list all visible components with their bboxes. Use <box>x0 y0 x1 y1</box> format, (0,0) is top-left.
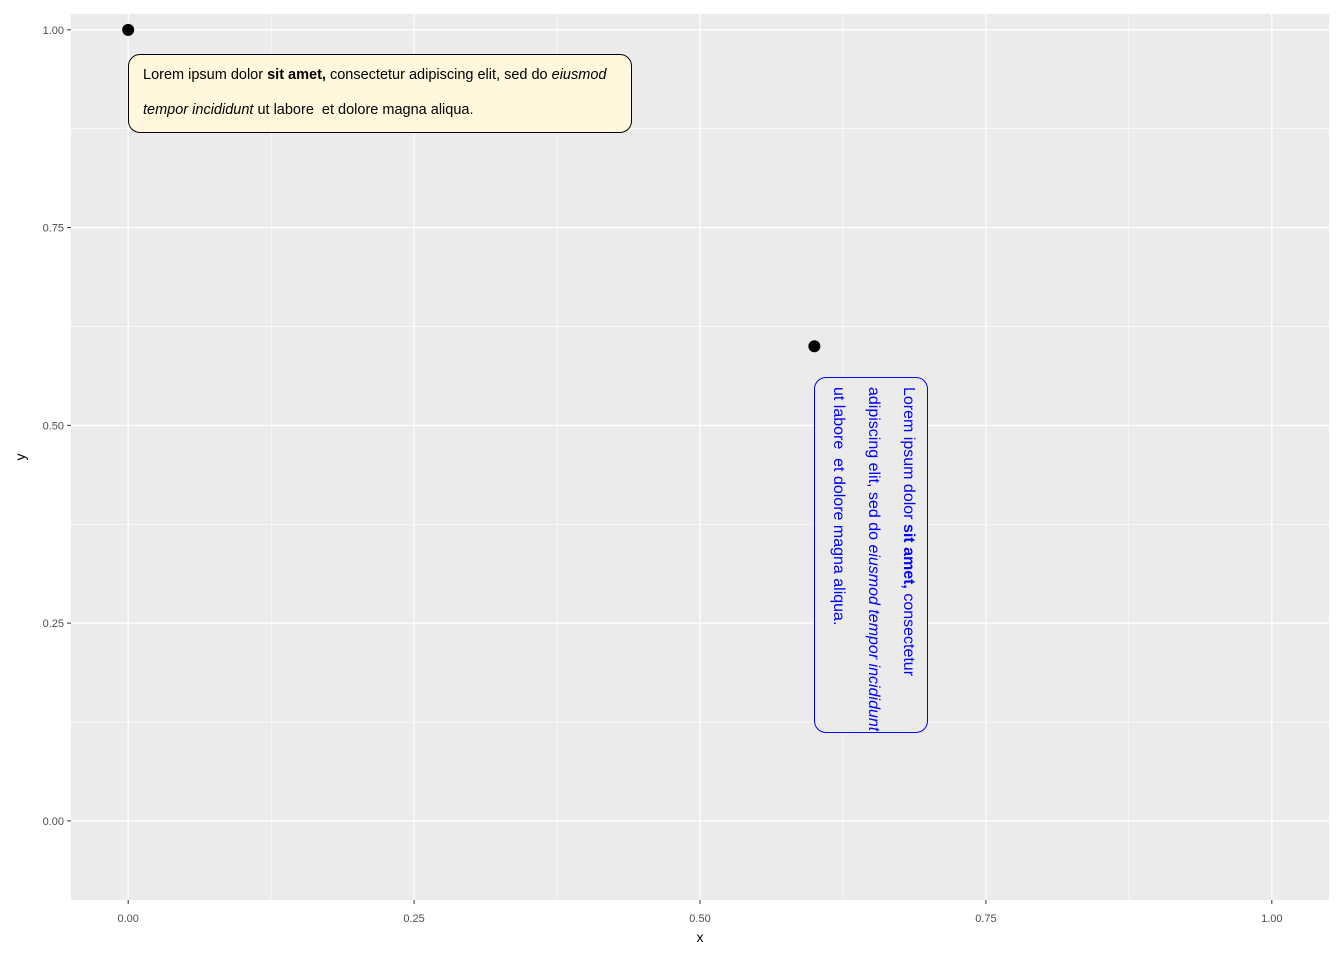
y-tick-label: 0.25 <box>43 618 64 630</box>
annotation-line: Lorem ipsum dolor sit amet, consectetur … <box>143 58 619 93</box>
data-points <box>122 23 821 353</box>
annotation-box-rotated-frame <box>814 377 928 733</box>
x-tick-label: 0.75 <box>975 913 996 925</box>
annotation-text-run: sit amet, <box>900 523 917 589</box>
y-tick-label: 1.00 <box>43 25 64 37</box>
annotation-box-horizontal: Lorem ipsum dolor sit amet, consectetur … <box>128 54 632 133</box>
annotation-text-run: ut labore et dolore magna aliqua. <box>830 387 847 626</box>
annotation-text-run: adipiscing elit, sed do <box>865 387 882 545</box>
y-tick-label: 0.00 <box>43 816 64 828</box>
annotation-line: adipiscing elit, sed do eiusmod tempor i… <box>856 387 891 731</box>
annotation-text-run: sit amet, <box>267 67 326 83</box>
major-gridlines <box>71 14 1329 900</box>
x-axis: 0.00 0.25 0.50 0.75 1.00 <box>117 900 1283 925</box>
x-axis-title: x <box>697 929 704 945</box>
annotation-text-run: eiusmod <box>551 67 607 83</box>
x-tick-label: 0.50 <box>689 913 710 925</box>
y-tick-label: 0.75 <box>43 223 64 235</box>
x-tick-label: 0.25 <box>403 913 424 925</box>
annotation-text-run: consectetur <box>900 588 917 677</box>
x-tick-label: 1.00 <box>1261 913 1282 925</box>
annotation-text-run: ut labore et dolore magna aliqua. <box>253 102 474 118</box>
annotation-text-run: Lorem ipsum dolor <box>143 67 268 83</box>
annotation-text-run: tempor incididunt <box>143 102 254 118</box>
annotation-line: tempor incididunt ut labore et dolore ma… <box>143 93 619 128</box>
annotation-box-rotated-text: Lorem ipsum dolor sit amet, consectetur a… <box>821 387 926 731</box>
annotation-box-rotated: Lorem ipsum dolor sit amet, consectetur a… <box>814 377 928 733</box>
annotation-text-run: eiusmod tempor incididunt <box>865 544 882 732</box>
annotation-line: Lorem ipsum dolor sit amet, consectetur <box>891 387 926 727</box>
annotation-text-run: Lorem ipsum dolor <box>900 387 917 524</box>
data-point <box>808 340 821 353</box>
x-tick-label: 0.00 <box>117 913 138 925</box>
y-axis: 0.00 0.25 0.50 0.75 1.00 <box>43 25 71 828</box>
data-point <box>122 23 135 36</box>
y-tick-label: 0.50 <box>43 420 64 432</box>
y-axis-title: y <box>12 454 28 461</box>
annotation-text-run: consectetur adipiscing elit, sed do <box>325 67 552 83</box>
annotation-line: ut labore et dolore magna aliqua. <box>821 387 856 727</box>
